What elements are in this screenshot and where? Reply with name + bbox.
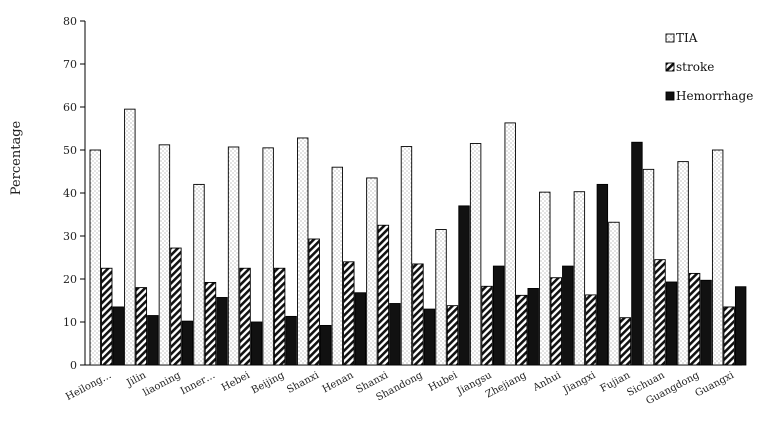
bar-tia xyxy=(366,177,378,366)
bar-tia xyxy=(262,147,274,366)
bar-stroke xyxy=(412,263,424,366)
bar-tia xyxy=(573,191,586,366)
y-tick-label: 60 xyxy=(63,101,77,114)
bar-stroke xyxy=(204,281,217,366)
x-category-label: Inner… xyxy=(179,370,217,397)
x-category-label: Jiangxi xyxy=(561,370,598,397)
bar-hemorrhage xyxy=(389,303,401,366)
bar-stroke xyxy=(550,277,562,366)
bar-tia xyxy=(297,137,309,366)
x-category-label: liaoning xyxy=(141,370,183,399)
bar-stroke xyxy=(654,259,666,366)
bar-hemorrhage xyxy=(354,292,367,366)
bar-hemorrhage xyxy=(285,315,297,366)
bar-tia xyxy=(435,229,447,366)
y-tick-label: 40 xyxy=(63,187,77,200)
bar-hemorrhage xyxy=(423,308,436,366)
bar-tia xyxy=(193,183,205,366)
bar-tia xyxy=(711,149,724,366)
bar-tia xyxy=(227,146,240,366)
bar-hemorrhage xyxy=(562,265,574,366)
bar-stroke xyxy=(585,294,597,366)
bar-hemorrhage xyxy=(320,324,332,366)
bar-stroke xyxy=(273,267,286,366)
bar-stroke xyxy=(481,285,493,366)
x-category-label: Hubei xyxy=(427,370,459,394)
y-axis: 0 10 20 30 40 50 60 70 80 xyxy=(63,15,86,372)
bar-hemorrhage xyxy=(665,281,678,366)
bar-tia xyxy=(124,108,136,366)
bar-hemorrhage xyxy=(112,306,124,366)
y-tick-label: 50 xyxy=(63,144,77,157)
x-category-label: Heilong… xyxy=(64,370,113,403)
x-category-label: Henan xyxy=(321,370,356,396)
x-category-label: Guangxi xyxy=(694,370,736,399)
bar-tia xyxy=(504,122,516,366)
bar-hemorrhage xyxy=(492,265,505,366)
bar-hemorrhage xyxy=(527,288,539,366)
bars xyxy=(89,108,747,366)
y-tick-label: 10 xyxy=(63,316,77,329)
bar-hemorrhage xyxy=(458,205,470,366)
bar-hemorrhage xyxy=(250,321,263,366)
y-tick-label: 0 xyxy=(70,359,77,372)
bar-hemorrhage xyxy=(734,286,747,366)
y-tick-label: 20 xyxy=(63,273,77,286)
legend-swatch-stroke xyxy=(665,62,675,72)
bar-hemorrhage xyxy=(631,141,643,366)
legend-swatch-hemorrhage xyxy=(665,91,675,101)
bar-tia xyxy=(677,161,689,366)
bar-stroke xyxy=(688,272,701,366)
bar-stroke xyxy=(135,287,148,366)
x-category-label: Shanxi xyxy=(285,370,321,396)
bar-tia xyxy=(331,166,344,366)
bar-stroke xyxy=(308,238,320,366)
bar-hemorrhage xyxy=(596,183,609,366)
x-category-label: Beijing xyxy=(250,370,287,397)
bar-stroke xyxy=(377,224,390,366)
y-tick-label: 80 xyxy=(63,15,77,28)
y-tick-label: 70 xyxy=(63,58,77,71)
bar-stroke xyxy=(515,294,528,366)
x-category-label: Anhui xyxy=(531,370,563,394)
y-axis-title: Percentage xyxy=(9,120,24,195)
bar-hemorrhage xyxy=(181,320,194,366)
bar-hemorrhage xyxy=(700,279,712,366)
legend-label-hemorrhage: Hemorrhage xyxy=(676,89,753,103)
bar-tia xyxy=(539,191,551,366)
bar-stroke xyxy=(343,261,355,366)
legend-label-stroke: stroke xyxy=(676,60,714,74)
bar-stroke xyxy=(619,317,632,366)
bar-hemorrhage xyxy=(147,315,159,366)
bar-hemorrhage xyxy=(216,297,228,366)
x-category-label: Hebei xyxy=(220,370,252,394)
legend-swatch-tia xyxy=(665,33,675,43)
legend: TIA stroke Hemorrhage xyxy=(665,31,753,103)
bar-stroke xyxy=(170,247,182,366)
bar-stroke xyxy=(723,306,735,366)
bar-stroke xyxy=(239,267,251,366)
bar-tia xyxy=(158,144,171,366)
bar-tia xyxy=(469,143,482,366)
bar-stroke xyxy=(446,305,459,366)
bar-tia xyxy=(400,146,413,366)
bar-tia xyxy=(642,168,655,366)
bar-tia xyxy=(89,149,101,366)
y-tick-label: 30 xyxy=(63,230,77,243)
legend-label-tia: TIA xyxy=(676,31,698,45)
bar-stroke xyxy=(101,267,113,366)
bar-tia xyxy=(608,221,620,366)
